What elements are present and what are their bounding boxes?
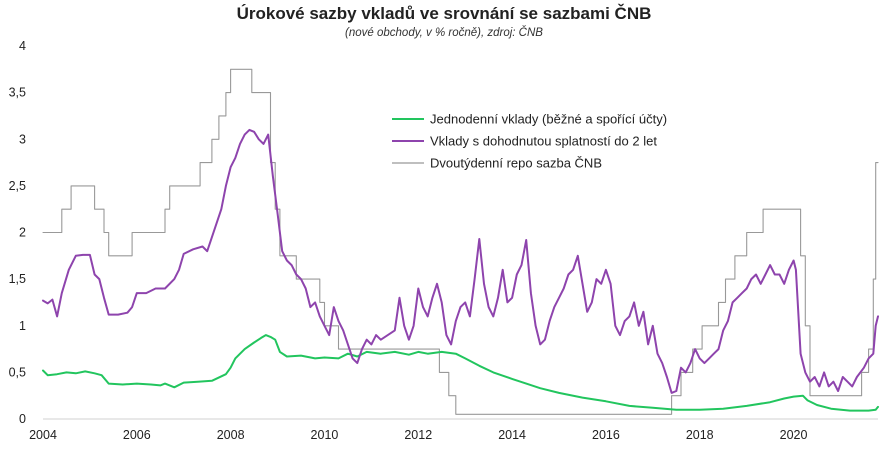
- legend-label: Jednodenní vklady (běžné a spořící účty): [430, 112, 667, 127]
- series-line-0: [42, 334, 879, 412]
- x-tick-label: 2018: [686, 428, 714, 442]
- x-tick-label: 2016: [592, 428, 620, 442]
- chart-axes: 0 0,5 1 1,5 2 2,5 3 3,5 4 2004 2006 2008 2010 2012 201…: [9, 39, 878, 442]
- x-tick-label: 2010: [311, 428, 339, 442]
- x-tick-label: 2008: [217, 428, 245, 442]
- x-tick-label: 2004: [29, 428, 57, 442]
- y-tick-label: 2: [19, 226, 26, 240]
- y-tick-label: 4: [19, 39, 26, 53]
- x-tick-label: 2020: [780, 428, 808, 442]
- y-tick-label: 1: [19, 319, 26, 333]
- y-tick-label: 2,5: [9, 179, 26, 193]
- chart-subtitle: (nové obchody, v % ročně), zdroj: ČNB: [345, 27, 543, 39]
- chart-title: Úrokové sazby vkladů ve srovnání se sazb…: [236, 4, 652, 23]
- chart-legend: Jednodenní vklady (běžné a spořící účty)…: [392, 112, 667, 171]
- plot-area: [42, 68, 879, 415]
- legend-label: Vklady s dohodnutou splatností do 2 let: [430, 134, 657, 149]
- y-tick-label: 3,5: [9, 86, 26, 100]
- y-tick-label: 3: [19, 132, 26, 146]
- y-tick-label: 0,5: [9, 365, 26, 379]
- legend-label: Dvoutýdenní repo sazba ČNB: [430, 156, 602, 171]
- y-tick-label: 0: [19, 412, 26, 426]
- series-line-1: [42, 128, 879, 394]
- x-tick-label: 2012: [404, 428, 432, 442]
- y-tick-label: 1,5: [9, 272, 26, 286]
- x-tick-label: 2014: [498, 428, 526, 442]
- x-tick-label: 2006: [123, 428, 151, 442]
